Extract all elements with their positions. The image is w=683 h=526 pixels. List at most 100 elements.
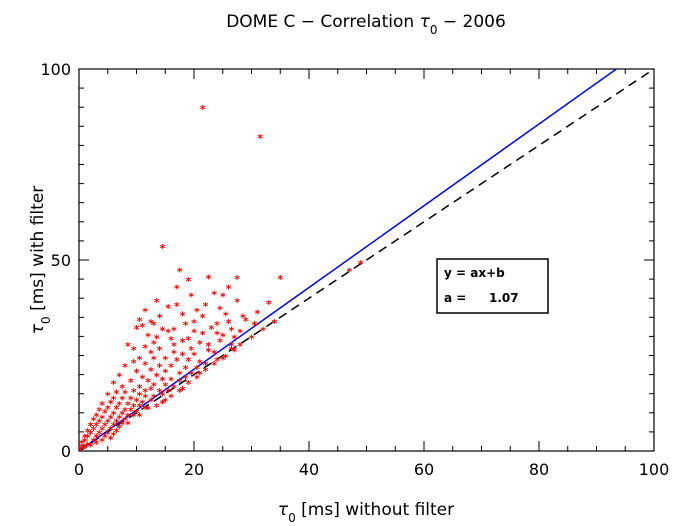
data-point: * xyxy=(179,350,186,363)
data-point: * xyxy=(90,435,97,448)
data-point: * xyxy=(136,353,143,366)
data-point: * xyxy=(93,411,100,424)
data-point: * xyxy=(99,435,106,448)
data-point: * xyxy=(248,332,255,345)
data-point: * xyxy=(125,399,132,412)
data-point: * xyxy=(194,306,201,319)
data-point: * xyxy=(107,434,114,447)
data-point: * xyxy=(113,416,120,429)
data-point: * xyxy=(162,380,169,393)
data-point: * xyxy=(102,420,109,433)
data-point: * xyxy=(148,395,155,408)
data-point: * xyxy=(127,405,134,418)
y-tick-label: 100 xyxy=(40,60,71,79)
data-point: * xyxy=(145,404,152,417)
data-point: * xyxy=(171,340,178,353)
data-point: * xyxy=(165,327,172,340)
data-point: * xyxy=(199,311,206,324)
data-point: * xyxy=(87,428,94,441)
x-tick-label: 40 xyxy=(299,460,319,479)
data-point: * xyxy=(191,327,198,340)
data-point: * xyxy=(214,355,221,368)
data-point: * xyxy=(125,340,132,353)
data-point: * xyxy=(162,395,169,408)
data-point: * xyxy=(240,311,247,324)
data-point: * xyxy=(133,395,140,408)
data-point: * xyxy=(130,386,137,399)
data-point: * xyxy=(136,382,143,395)
data-point: * xyxy=(179,384,186,397)
data-point: * xyxy=(251,319,258,332)
chart-title-sub: 0 xyxy=(430,23,438,37)
chart-title-prefix: DOME C − Correlation xyxy=(226,12,419,32)
data-point: * xyxy=(242,315,249,328)
data-point: * xyxy=(148,384,155,397)
data-point: * xyxy=(162,353,169,366)
data-point: * xyxy=(96,416,103,429)
data-point: * xyxy=(142,386,149,399)
data-point: * xyxy=(234,296,241,309)
data-point: * xyxy=(96,405,103,418)
data-point: * xyxy=(79,437,86,450)
data-point: * xyxy=(130,357,137,370)
data-point: * xyxy=(176,376,183,389)
data-point: * xyxy=(159,374,166,387)
data-point: * xyxy=(139,372,146,385)
data-point: * xyxy=(182,319,189,332)
data-point: * xyxy=(217,304,224,317)
data-point: * xyxy=(260,325,267,338)
data-point: * xyxy=(84,426,91,439)
data-point: * xyxy=(145,376,152,389)
data-point: * xyxy=(84,439,91,452)
data-point: * xyxy=(168,361,175,374)
data-point: * xyxy=(107,424,114,437)
data-point: * xyxy=(148,348,155,361)
data-point: * xyxy=(265,298,272,311)
data-point: * xyxy=(199,103,206,116)
data-point: * xyxy=(110,393,117,406)
x-axis-label-tau: τ xyxy=(278,500,289,520)
data-point: * xyxy=(107,397,114,410)
data-point: * xyxy=(357,258,364,271)
data-point: * xyxy=(219,353,226,366)
data-point: * xyxy=(222,309,229,322)
chart-title-tau: τ xyxy=(420,12,431,32)
data-point: * xyxy=(116,413,123,426)
data-point: * xyxy=(176,369,183,382)
data-point: * xyxy=(205,346,212,359)
data-point: * xyxy=(81,435,88,448)
x-tick-label: 0 xyxy=(74,460,84,479)
data-point: * xyxy=(110,420,117,433)
data-point: * xyxy=(102,407,109,420)
data-point: * xyxy=(188,369,195,382)
data-point: * xyxy=(217,336,224,349)
data-point: * xyxy=(104,390,111,403)
data-point: * xyxy=(77,444,84,457)
data-point: * xyxy=(113,388,120,401)
identity-line xyxy=(78,68,655,452)
data-point: * xyxy=(127,376,134,389)
data-point: * xyxy=(153,332,160,345)
data-point: * xyxy=(159,325,166,338)
data-point: * xyxy=(99,424,106,437)
data-point: * xyxy=(214,319,221,332)
data-point: * xyxy=(139,321,146,334)
data-point: * xyxy=(136,411,143,424)
x-tick-label: 80 xyxy=(529,460,549,479)
axis-ticks xyxy=(78,68,655,452)
data-point: * xyxy=(254,307,261,320)
y-tick-label: 0 xyxy=(61,442,71,461)
data-point: * xyxy=(104,403,111,416)
data-point: * xyxy=(116,399,123,412)
data-point: * xyxy=(142,342,149,355)
data-points: ******* * *** ** ** ** ** ** ** * *** ** ** * * * ** * ** *… xyxy=(77,103,364,457)
data-point: * xyxy=(228,340,235,353)
data-point: * xyxy=(219,290,226,303)
data-point: * xyxy=(80,443,87,456)
data-point: * xyxy=(81,442,88,455)
data-point: * xyxy=(188,344,195,357)
data-point: * xyxy=(225,283,232,296)
data-point: * xyxy=(173,300,180,313)
data-point: * xyxy=(93,432,100,445)
data-point: * xyxy=(81,432,88,445)
